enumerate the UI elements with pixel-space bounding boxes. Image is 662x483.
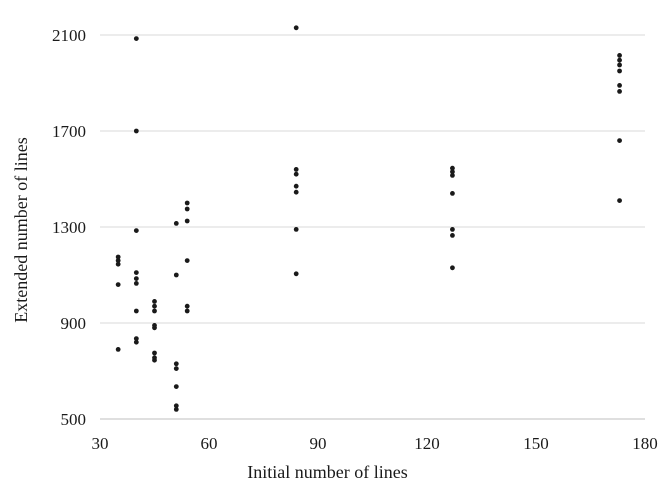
data-point: [173, 361, 179, 367]
x-tick-label: 180: [632, 434, 658, 453]
data-point: [617, 62, 622, 68]
y-tick-labels: 500 900 1300 1700 2100: [52, 26, 86, 429]
data-point: [115, 254, 121, 260]
x-tick-label: 60: [201, 434, 218, 453]
data-point: [184, 308, 190, 314]
data-point: [184, 218, 190, 224]
data-point: [152, 303, 157, 309]
data-point: [293, 189, 299, 195]
data-point: [173, 384, 179, 389]
x-tick-labels: 30 60 90 120 150 180: [92, 434, 658, 453]
data-point: [173, 407, 179, 412]
data-point: [115, 261, 121, 267]
grid-lines: [100, 34, 645, 324]
data-point: [617, 83, 622, 88]
data-point: [617, 53, 622, 58]
data-point: [293, 167, 299, 172]
data-point: [184, 200, 190, 206]
x-tick-label: 30: [92, 434, 109, 453]
data-point: [133, 308, 139, 314]
data-points: [115, 25, 622, 412]
data-point: [133, 228, 139, 234]
data-point: [115, 347, 121, 352]
data-point: [152, 308, 157, 314]
data-point: [617, 138, 622, 144]
data-point: [152, 299, 157, 304]
data-point: [450, 165, 455, 171]
data-point: [450, 265, 455, 271]
y-tick-label: 500: [61, 410, 87, 429]
data-point: [293, 171, 299, 177]
x-axis-title: Initial number of lines: [247, 462, 407, 482]
data-point: [617, 198, 622, 204]
data-point: [450, 233, 455, 238]
data-point: [133, 336, 139, 341]
data-point: [617, 57, 622, 63]
data-point: [173, 221, 179, 226]
y-tick-label: 2100: [52, 26, 86, 45]
data-point: [293, 227, 299, 232]
data-point: [617, 89, 622, 94]
data-point: [133, 270, 139, 275]
data-point: [184, 258, 190, 263]
data-point: [133, 128, 139, 134]
data-point: [173, 366, 179, 371]
data-point: [133, 339, 139, 345]
data-point: [115, 258, 121, 263]
data-point: [133, 276, 139, 281]
data-point: [115, 282, 121, 287]
data-point: [133, 36, 139, 41]
data-point: [293, 183, 299, 189]
data-point: [173, 403, 179, 409]
y-axis-title: Extended number of lines: [11, 137, 31, 322]
data-point: [450, 191, 455, 196]
data-point: [133, 281, 139, 286]
x-tick-label: 90: [310, 434, 327, 453]
data-point: [617, 68, 622, 74]
y-tick-label: 1300: [52, 218, 86, 237]
data-point: [450, 169, 455, 175]
y-tick-label: 900: [61, 314, 87, 333]
data-point: [450, 173, 455, 178]
x-tick-label: 150: [523, 434, 549, 453]
data-point: [173, 272, 179, 278]
data-point: [293, 25, 299, 31]
y-tick-label: 1700: [52, 122, 86, 141]
data-point: [152, 350, 157, 356]
data-point: [293, 271, 299, 277]
data-point: [184, 206, 190, 212]
data-point: [152, 357, 157, 363]
data-point: [152, 325, 157, 331]
data-point: [450, 227, 455, 232]
data-point: [184, 303, 190, 309]
x-tick-label: 120: [414, 434, 440, 453]
